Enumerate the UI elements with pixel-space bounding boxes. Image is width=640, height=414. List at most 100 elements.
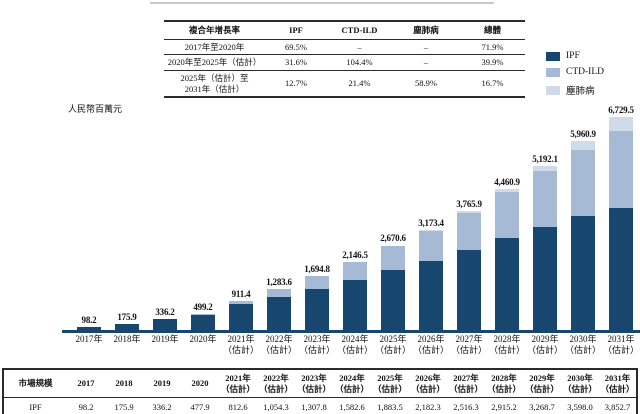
cagr-header-row: 複合年增長率 IPF CTD-ILD 塵肺病 總體 bbox=[164, 19, 525, 40]
market-header-cell: 2017 bbox=[67, 369, 105, 399]
bar-segment-CTD-ILD bbox=[571, 150, 595, 217]
x-axis-label: 2027年 （估計） bbox=[450, 334, 487, 356]
cagr-value-cell: 12.7% bbox=[265, 70, 327, 99]
market-header-cell: 2031年 （估計） bbox=[599, 369, 637, 399]
bar-segment-CTD-ILD bbox=[381, 246, 405, 271]
market-value-cell: 336.2 bbox=[143, 397, 181, 414]
cagr-value-cell: – bbox=[327, 39, 392, 56]
bar-segment-CTD-ILD bbox=[419, 230, 443, 261]
bar-segment-IPF bbox=[229, 304, 253, 330]
bar-segment-IPF bbox=[305, 288, 329, 330]
bar-segment-CTD-ILD bbox=[305, 276, 329, 289]
market-value-cell: 1,883.5 bbox=[371, 397, 409, 414]
cagr-value-cell: – bbox=[392, 39, 460, 56]
cagr-row-label: 2020年至2025年（估計） bbox=[164, 54, 265, 71]
bar-segment-CTD-ILD bbox=[191, 314, 215, 315]
market-header-cell: 2026年 （估計） bbox=[409, 369, 447, 399]
market-header-cell: 2020 bbox=[181, 369, 219, 399]
legend-label-塵肺病: 塵肺病 bbox=[566, 87, 595, 97]
x-axis-label: 2030年 （估計） bbox=[564, 334, 601, 356]
market-value-cell: 3,268.7 bbox=[523, 397, 561, 414]
bar-value-label: 2,670.6 bbox=[380, 233, 406, 244]
market-header-cell: 2028年 （估計） bbox=[485, 369, 523, 399]
market-row-IPF: IPF 98.2 175.9 336.2 477.9 812.6 1,054.3 1,307.… bbox=[3, 397, 637, 414]
bar-segment-IPF bbox=[381, 270, 405, 330]
cagr-value-cell: 58.9% bbox=[392, 70, 460, 99]
x-axis-label: 2029年 （估計） bbox=[526, 334, 563, 356]
market-header-cell: 2022年 （估計） bbox=[257, 369, 295, 399]
bar-value-label: 1,283.6 bbox=[266, 277, 292, 288]
bar-segment-IPF bbox=[115, 324, 139, 330]
bar-group-2021 bbox=[229, 301, 253, 330]
x-axis-label: 2022年 （估計） bbox=[260, 334, 297, 356]
cagr-header-cell: IPF bbox=[265, 19, 327, 40]
market-row-label: IPF bbox=[3, 397, 67, 414]
cagr-header-cell: 複合年增長率 bbox=[164, 19, 265, 40]
bar-segment-CTD-ILD bbox=[267, 289, 291, 297]
bar-segment-IPF bbox=[153, 319, 177, 330]
x-axis-label: 2031年 （估計） bbox=[602, 334, 639, 356]
bar-segment-CTD-ILD bbox=[457, 212, 481, 251]
x-axis-label: 2025年 （估計） bbox=[374, 334, 411, 356]
bar-segment-CTD-ILD bbox=[229, 301, 253, 305]
x-axis-label: 2020年 bbox=[189, 334, 217, 344]
bar-group-2020 bbox=[191, 314, 215, 330]
cagr-value-cell: 104.4% bbox=[327, 54, 392, 71]
cagr-row: 2025年（估計）至 2031年（估計） 12.7% 21.4% 58.9% 16.7% bbox=[164, 70, 525, 99]
legend-label-IPF: IPF bbox=[566, 51, 580, 61]
plot-area: 98.2 175.9 336.2 499.2 911.4 1,283.6 1,694.8 2,… bbox=[62, 100, 640, 333]
bar-segment-塵肺病 bbox=[495, 188, 519, 193]
bar-group-2022 bbox=[267, 289, 291, 330]
bar-group-2018 bbox=[115, 324, 139, 330]
cagr-table: 複合年增長率 IPF CTD-ILD 塵肺病 總體 2017年至2020年 69.5% – –7… bbox=[164, 19, 525, 99]
legend-item-CTD-ILD: CTD-ILD bbox=[546, 67, 604, 77]
bar-segment-塵肺病 bbox=[381, 245, 405, 247]
cagr-row: 2020年至2025年（估計） 31.6% 104.4% –39.9% bbox=[164, 54, 525, 71]
bar-group-2026 bbox=[419, 229, 443, 330]
cagr-header-cell: 總體 bbox=[460, 19, 525, 40]
cropped-text-remnant-line bbox=[150, 2, 494, 4]
market-size-table: 市場規模 2017 2018 2019 2020 2021年 （估計） 2022年 （估計）… bbox=[2, 368, 638, 414]
cagr-value-cell: 71.9% bbox=[460, 39, 525, 56]
market-header-cell: 2029年 （估計） bbox=[523, 369, 561, 399]
market-header-cell: 2024年 （估計） bbox=[333, 369, 371, 399]
market-value-cell: 812.6 bbox=[219, 397, 257, 414]
bar-value-label: 2,146.5 bbox=[342, 250, 368, 261]
bar-value-label: 1,694.8 bbox=[304, 264, 330, 275]
legend-item-塵肺病: 塵肺病 bbox=[546, 83, 604, 97]
y-axis-unit-label: 人民幣百萬元 bbox=[68, 104, 123, 114]
bar-segment-IPF bbox=[343, 279, 367, 330]
bar-segment-IPF bbox=[457, 250, 481, 330]
bar-segment-IPF bbox=[609, 208, 633, 330]
bar-segment-塵肺病 bbox=[571, 141, 595, 150]
bar-segment-IPF bbox=[191, 314, 215, 330]
market-table-body: 市場規模 2017 2018 2019 2020 2021年 （估計） 2022年 （估計）… bbox=[3, 369, 637, 414]
market-value-cell: 2,516.3 bbox=[447, 397, 485, 414]
cagr-value-cell: 31.6% bbox=[265, 54, 327, 71]
x-axis-label: 2026年 （估計） bbox=[412, 334, 449, 356]
legend-swatch-塵肺病 bbox=[546, 85, 560, 95]
bar-segment-IPF bbox=[571, 216, 595, 330]
market-header-cell: 2018 bbox=[105, 369, 143, 399]
bar-segment-塵肺病 bbox=[533, 165, 557, 172]
bar-value-label: 3,765.9 bbox=[456, 198, 482, 209]
market-value-cell: 1,307.8 bbox=[295, 397, 333, 414]
bar-value-label: 5,960.9 bbox=[570, 129, 596, 140]
bar-group-2027 bbox=[457, 210, 481, 330]
x-axis-label: 2019年 bbox=[151, 334, 179, 344]
market-value-cell: 3,598.0 bbox=[561, 397, 599, 414]
legend-swatch-CTD-ILD bbox=[546, 67, 560, 77]
cagr-table-body: 複合年增長率 IPF CTD-ILD 塵肺病 總體 2017年至2020年 69.5% – –7… bbox=[164, 19, 525, 99]
bar-segment-塵肺病 bbox=[457, 210, 481, 213]
x-axis-label: 2017年 bbox=[75, 334, 103, 344]
cagr-row: 2017年至2020年 69.5% – –71.9% bbox=[164, 39, 525, 56]
market-value-cell: 98.2 bbox=[67, 397, 105, 414]
market-value-cell: 175.9 bbox=[105, 397, 143, 414]
x-axis-line bbox=[62, 330, 640, 333]
bar-value-label: 5,192.1 bbox=[532, 153, 558, 164]
bar-segment-IPF bbox=[419, 260, 443, 330]
cagr-header-cell: CTD-ILD bbox=[327, 19, 392, 40]
bar-value-label: 911.4 bbox=[231, 289, 251, 300]
bar-value-label: 175.9 bbox=[117, 312, 137, 323]
